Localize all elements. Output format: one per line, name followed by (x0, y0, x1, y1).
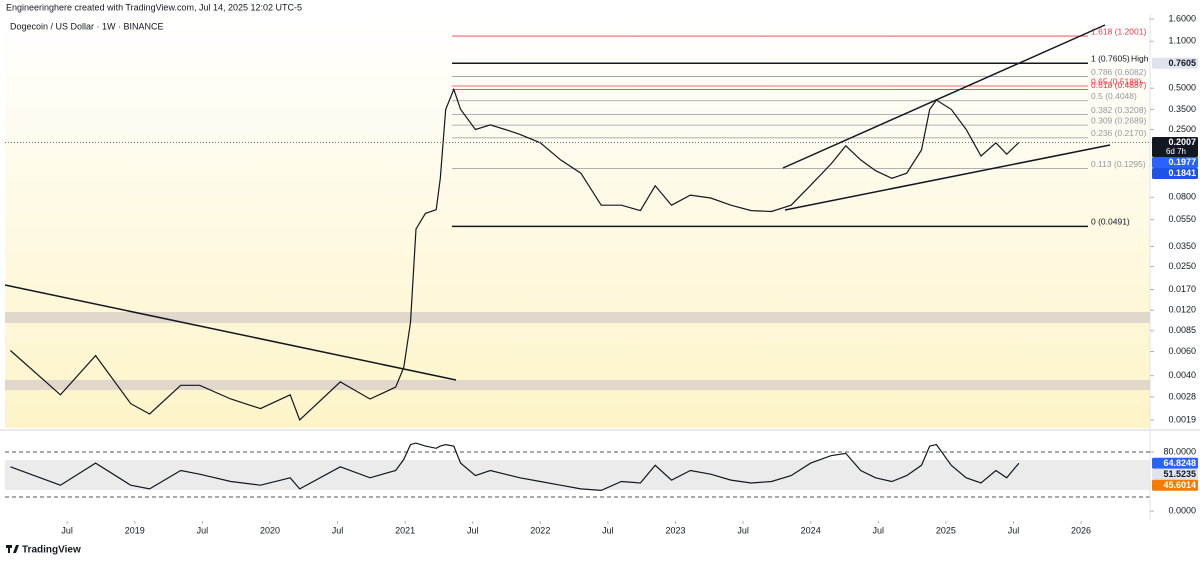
symbol-title: Dogecoin / US Dollar · 1W · BINANCE (10, 21, 164, 31)
price-label-box (1152, 168, 1198, 180)
y-tick-label: 0.0019 (1168, 414, 1196, 424)
x-tick-label: Jul (602, 525, 614, 535)
x-tick-label: Jul (61, 525, 73, 535)
y-tick-label: 0.0170 (1168, 284, 1196, 294)
trendline (782, 24, 1106, 169)
x-tick-label: 2026 (1071, 525, 1091, 535)
zone (5, 312, 1150, 323)
x-tick-label: Jul (467, 525, 479, 535)
y-tick-label: 0.2500 (1168, 124, 1196, 134)
price-label-box (1152, 57, 1198, 69)
price-label: 0.7605 (1168, 58, 1196, 68)
plot-layer (5, 35, 1150, 492)
fib-label: 0.5 (0.4048) (1091, 91, 1137, 101)
y-tick-label: 0.0250 (1168, 261, 1196, 271)
y-tick-label: 0.0040 (1168, 370, 1196, 380)
price-label: 0.2007 (1168, 137, 1196, 147)
x-tick-label: 2020 (260, 525, 280, 535)
x-tick-label: 2025 (936, 525, 956, 535)
y-tick-label: 0.0120 (1168, 305, 1196, 315)
fib-label: 0.309 (0.2689) (1091, 115, 1146, 125)
price-label: 64.8248 (1163, 458, 1196, 468)
fib-label: 1 (0.7605) (1091, 53, 1130, 63)
price-label-box (1152, 157, 1198, 169)
rsi-line (10, 442, 1020, 492)
brand-logo (6, 545, 19, 553)
y-tick-label: 1.1000 (1168, 36, 1196, 46)
trendline (784, 144, 1111, 211)
y-tick-label: 0.0800 (1168, 192, 1196, 202)
fib-label: 1.618 (1.2001) (1091, 26, 1146, 36)
price-label: 0.1841 (1168, 168, 1196, 178)
price-label-box (1152, 457, 1198, 469)
x-tick-label: Jul (197, 525, 209, 535)
zone (5, 380, 1150, 390)
y-tick-label: 1.6000 (1168, 13, 1196, 23)
y-tick-label: 0.0028 (1168, 391, 1196, 401)
price-label: 0.1977 (1168, 157, 1196, 167)
price-line (10, 87, 1020, 422)
fib-label: 0.786 (0.6082) (1091, 67, 1146, 77)
fib-label: 0 (0.0491) (1091, 217, 1130, 227)
fib-label: 0.618 (0.4887) (1091, 80, 1146, 90)
high-label: High (1131, 53, 1149, 63)
x-tick-label: 2019 (125, 525, 145, 535)
x-tick-label: 2023 (665, 525, 685, 535)
y-tick-label: 0.5000 (1168, 83, 1196, 93)
fib-label: 0.113 (0.1295) (1091, 159, 1146, 169)
brand: TradingView (22, 545, 81, 556)
x-tick-label: 2021 (395, 525, 415, 535)
price-label-box (1152, 137, 1198, 158)
price-label-box (1152, 468, 1198, 480)
y-tick-label: 0.0000 (1168, 506, 1196, 516)
author-line: Engineeringhere created with TradingView… (6, 2, 302, 12)
fib-label: 0.382 (0.3208) (1091, 105, 1146, 115)
x-tick-label: Jul (332, 525, 344, 535)
trendline (4, 284, 457, 381)
x-tick-label: 2024 (801, 525, 821, 535)
x-tick-label: Jul (873, 525, 885, 535)
rsi-band (5, 460, 1150, 490)
y-tick-label: 80.0000 (1163, 446, 1196, 456)
price-label: 51.5235 (1163, 469, 1196, 479)
fib-label: 0.65 (0.5188) (1091, 76, 1142, 86)
price-label-box (1152, 479, 1198, 491)
price-label: 45.6014 (1163, 480, 1196, 490)
y-tick-label: 0.0085 (1168, 325, 1196, 335)
price-pane (5, 15, 1150, 428)
y-tick-label: 0.0350 (1168, 241, 1196, 251)
countdown: 6d 7h (1166, 147, 1186, 156)
y-tick-label: 0.0550 (1168, 214, 1196, 224)
y-tick-label: 0.0060 (1168, 346, 1196, 356)
y-tick-label: 0.3500 (1168, 104, 1196, 114)
x-tick-label: 2022 (530, 525, 550, 535)
fib-label: 0.236 (0.2170) (1091, 128, 1146, 138)
x-tick-label: Jul (1008, 525, 1020, 535)
x-tick-label: Jul (737, 525, 749, 535)
